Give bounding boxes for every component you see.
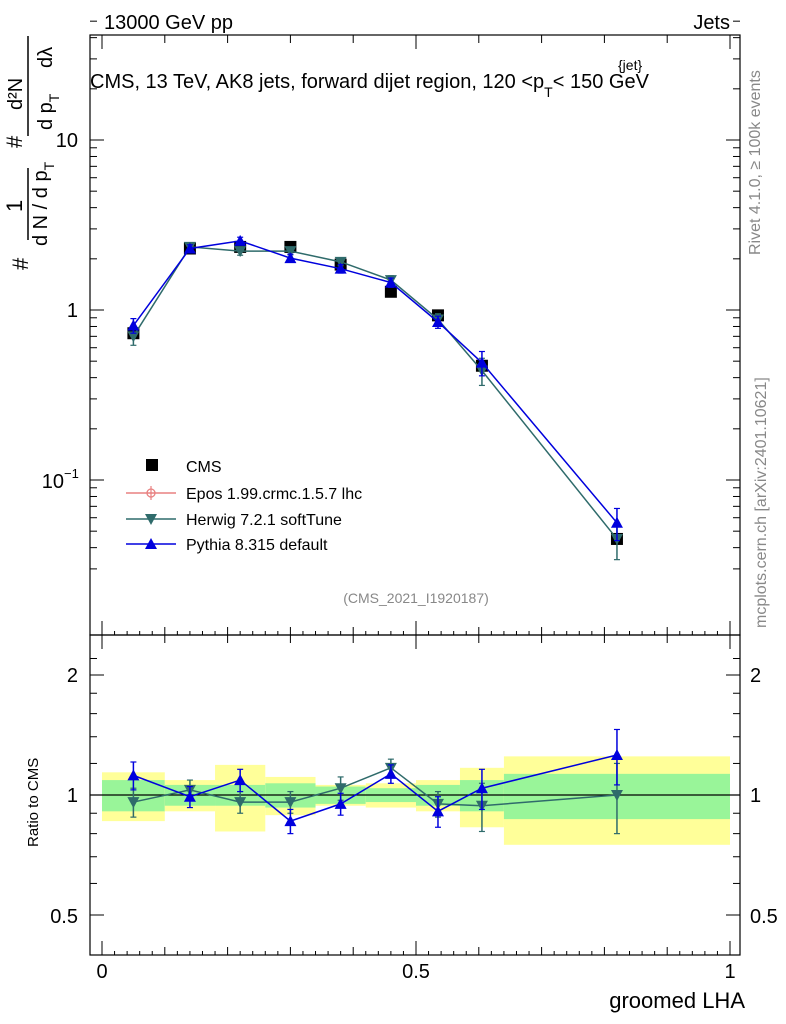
category-label: Jets	[693, 12, 730, 34]
ratio-plot	[90, 728, 740, 845]
herwig-point	[234, 246, 247, 258]
plot-title-superscript: {jet}	[618, 57, 642, 73]
ratio-pythia-point	[610, 748, 623, 760]
svg-text:#: #	[8, 257, 33, 270]
main-tick-01: 10	[42, 471, 64, 493]
svg-text:#: #	[2, 135, 27, 148]
svg-text:dλ: dλ	[35, 47, 57, 68]
main-y-label: # 1 d N / d pT # d²N d pT dλ	[2, 36, 62, 270]
ratio-herwig-point	[334, 783, 347, 795]
herwig-point	[334, 256, 347, 268]
legend-label-pythia: Pythia 8.315 default	[186, 537, 328, 554]
main-tick-01-exp: −1	[64, 466, 79, 481]
mcplots-label: mcplots.cern.ch [arXiv:2401.10621]	[753, 377, 770, 628]
herwig-point	[127, 331, 140, 343]
ratio-pythia-point	[384, 767, 397, 779]
ratio-tick-left-05: 0.5	[50, 906, 78, 928]
x-axis-label: groomed LHA	[609, 988, 745, 1013]
main-plot	[127, 234, 623, 561]
rivet-label: Rivet 4.1.0, ≥ 100k events	[747, 70, 764, 255]
legend-label-cms: CMS	[186, 459, 222, 476]
pythia-point	[384, 276, 397, 288]
cms-point	[384, 285, 397, 298]
svg-text:d²N: d²N	[5, 78, 27, 110]
ratio-tick-right-2: 2	[750, 665, 761, 687]
ratio-tick-left-1: 1	[67, 785, 78, 807]
svg-text:1: 1	[2, 200, 27, 212]
legend-marker-cms	[146, 459, 158, 471]
x-tick-1: 1	[724, 961, 735, 983]
ratio-tick-right-1: 1	[750, 785, 761, 807]
herwig-point	[284, 246, 297, 258]
ratio-pythia-point	[284, 815, 297, 827]
main-tick-1: 1	[67, 300, 78, 322]
ratio-pythia-point	[127, 769, 140, 781]
pythia-point	[610, 516, 623, 528]
ratio-pythia-point	[431, 805, 444, 817]
energy-label: 13000 GeV pp	[104, 12, 233, 34]
svg-text:d N / d pT: d N / d pT	[30, 161, 57, 246]
pythia-line	[132, 240, 618, 524]
pythia-point	[475, 356, 488, 368]
legend-marker-herwig	[145, 514, 157, 525]
legend-label-herwig: Herwig 7.2.1 softTune	[186, 512, 342, 529]
ratio-herwig-point	[127, 797, 140, 809]
plot-title: CMS, 13 TeV, AK8 jets, forward dijet reg…	[90, 71, 650, 100]
pythia-point	[127, 319, 140, 331]
svg-text:d pT: d pT	[35, 93, 62, 130]
legend-label-epos: Epos 1.99.crmc.1.5.7 lhc	[186, 486, 362, 503]
x-tick-05: 0.5	[402, 961, 430, 983]
pythia-point	[234, 234, 247, 246]
pythia-point	[284, 252, 297, 264]
pythia-point	[334, 262, 347, 274]
ratio-tick-left-2: 2	[67, 665, 78, 687]
ratio-pythia-point	[334, 797, 347, 809]
ratio-axes	[89, 634, 741, 956]
ratio-tick-right-05: 0.5	[750, 906, 778, 928]
ratio-herwig-point	[610, 790, 623, 801]
ratio-pythia-point	[475, 782, 488, 794]
ratio-pythia-point	[234, 774, 247, 786]
pythia-point	[431, 315, 444, 327]
legend: CMS Epos 1.99.crmc.1.5.7 lhc Herwig 7.2.…	[126, 459, 362, 554]
x-tick-0: 0	[96, 961, 107, 983]
legend-marker-pythia	[145, 538, 157, 549]
main-tick-10: 10	[56, 130, 78, 152]
ratio-pythia-point	[183, 790, 196, 802]
ratio-herwig-point	[284, 797, 297, 809]
ratio-y-label: Ratio to CMS	[25, 758, 42, 847]
analysis-id: (CMS_2021_I1920187)	[343, 590, 489, 606]
ratio-herwig-point	[234, 797, 247, 809]
pythia-point	[183, 242, 196, 254]
